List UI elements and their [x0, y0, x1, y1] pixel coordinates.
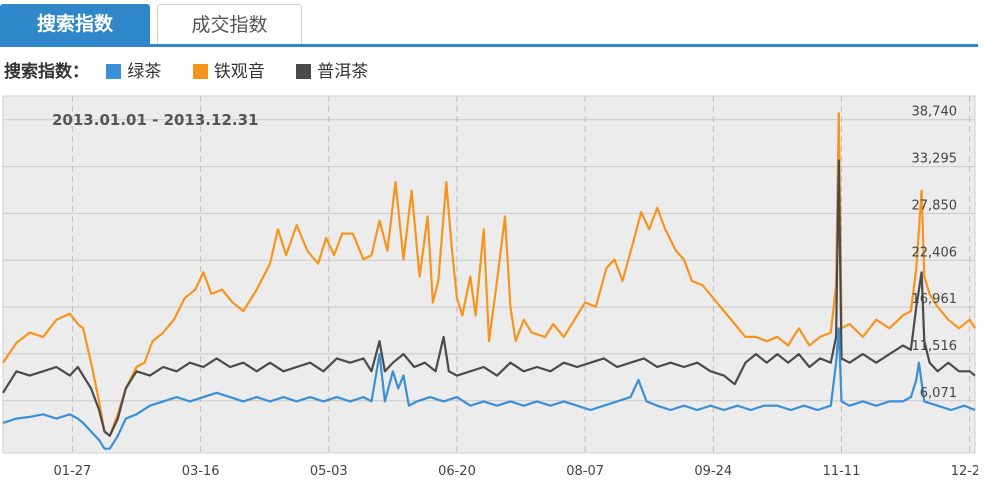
- legend-item-tieguanyin[interactable]: 铁观音: [192, 58, 265, 86]
- x-tick-label: 03-16: [182, 464, 220, 479]
- search-index-chart: 6,071 11,516 16,961 22,406 27,850 33,295 38,74…: [0, 94, 978, 480]
- y-tick-label: 16,961: [912, 292, 958, 307]
- plot-area: [2, 95, 976, 454]
- legend-swatch: [296, 64, 312, 79]
- series-line-2: [2, 327, 976, 450]
- legend-label: 铁观音: [213, 62, 265, 82]
- tab-underline: [0, 44, 978, 47]
- series-layer: [2, 112, 976, 450]
- x-tick-label: 05-03: [310, 464, 348, 479]
- tab-bar: 搜索指数 成交指数: [0, 0, 984, 47]
- x-tick-label: 12-29: [951, 464, 978, 479]
- y-tick-layer: 6,071 11,516 16,961 22,406 27,850 33,295 38,74…: [912, 105, 958, 401]
- legend-label: 普洱茶: [317, 62, 369, 82]
- legend-swatch: [192, 64, 208, 79]
- tab-trade-index[interactable]: 成交指数: [157, 4, 302, 44]
- y-tick-label: 11,516: [912, 339, 958, 354]
- legend: 搜索指数： 绿茶 铁观音 普洱茶: [4, 58, 394, 86]
- y-tick-label: 22,406: [912, 245, 958, 260]
- y-tick-label: 38,740: [912, 105, 958, 120]
- x-tick-label: 08-07: [566, 464, 604, 479]
- x-tick-label: 01-27: [54, 464, 92, 479]
- date-range-label: 2013.01.01 - 2013.12.31: [52, 111, 258, 129]
- legend-label: 绿茶: [127, 62, 162, 82]
- legend-swatch: [106, 64, 122, 79]
- tab-search-index[interactable]: 搜索指数: [0, 4, 150, 44]
- series-line-1: [2, 159, 976, 437]
- series-line-0: [2, 112, 976, 437]
- legend-title: 搜索指数：: [4, 62, 89, 82]
- legend-item-green-tea[interactable]: 绿茶: [106, 58, 161, 86]
- x-tick-label: 09-24: [694, 464, 732, 479]
- x-tick-label: 06-20: [438, 464, 476, 479]
- y-tick-label: 33,295: [912, 152, 958, 167]
- y-tick-label: 6,071: [920, 386, 957, 401]
- y-tick-label: 27,850: [912, 198, 958, 213]
- x-tick-layer: 01-27 03-16 05-03 06-20 08-07 09-24 11-11 12-29: [54, 464, 978, 479]
- x-tick-label: 11-11: [823, 464, 861, 479]
- legend-item-puer-tea[interactable]: 普洱茶: [296, 58, 368, 86]
